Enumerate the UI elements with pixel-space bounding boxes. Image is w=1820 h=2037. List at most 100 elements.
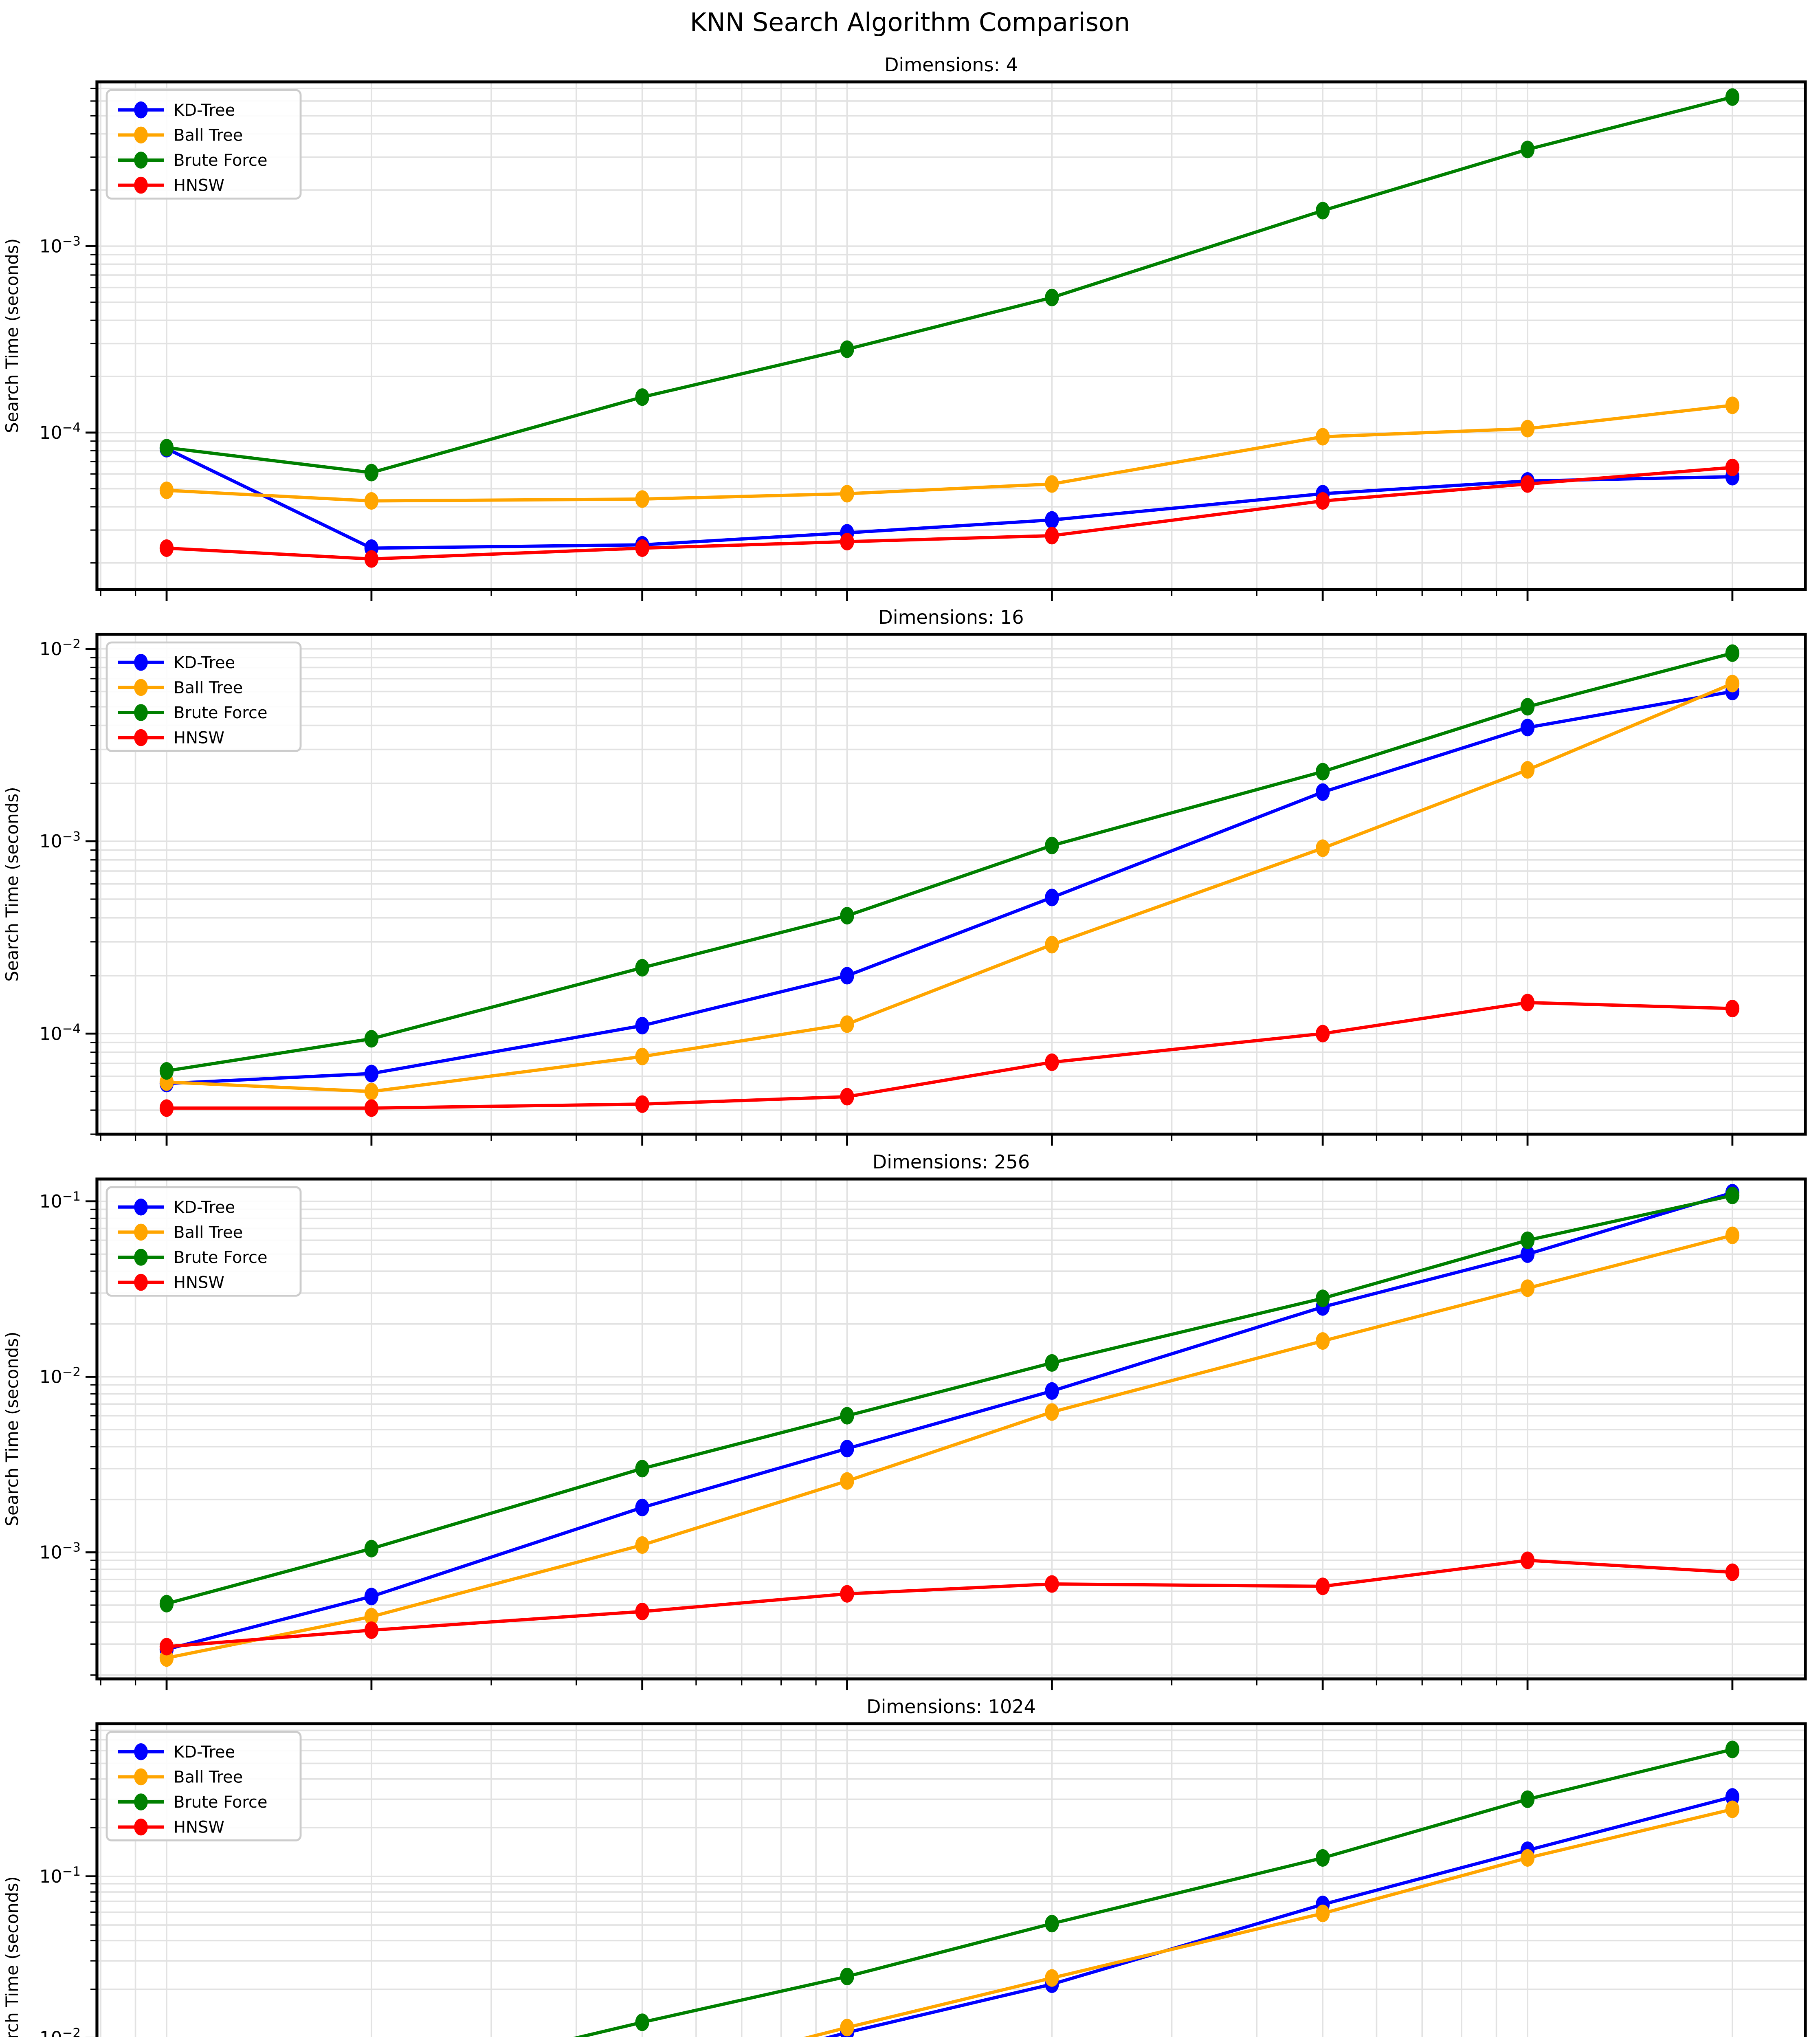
y-tick-label: 10−2 xyxy=(40,637,81,660)
hnsw-marker xyxy=(1045,1053,1059,1071)
brute-force-marker xyxy=(840,1407,854,1425)
ball-tree-marker xyxy=(840,2019,854,2037)
gridlines xyxy=(97,1179,1805,1679)
subplot-panels: 10−3 10−4 Dimensions: 4 Search Time (second… xyxy=(2,54,1807,2037)
ball-tree-marker xyxy=(840,1472,854,1490)
brute-force-marker xyxy=(1045,1354,1059,1372)
ball-tree-marker xyxy=(1045,1403,1059,1421)
ball-tree-marker xyxy=(1520,1849,1535,1867)
hnsw-marker xyxy=(1315,492,1330,510)
y-ticks: 10−1 10−2 10−3 xyxy=(40,1189,97,1676)
brute-force-line xyxy=(573,1748,1733,2037)
legend-label-hnsw: HNSW xyxy=(174,729,224,748)
series-ball-tree xyxy=(159,675,1740,1100)
legend-label-brute-force: Brute Force xyxy=(174,151,267,170)
hnsw-marker xyxy=(1725,458,1740,477)
hnsw-marker xyxy=(1725,1563,1740,1581)
ball-tree-marker xyxy=(1045,475,1059,493)
hnsw-marker xyxy=(1520,1551,1535,1569)
legend-marker-kd-tree xyxy=(134,1743,148,1760)
kd-tree-marker xyxy=(635,1016,649,1035)
kd-tree-marker xyxy=(1045,511,1059,529)
ball-tree-marker xyxy=(1520,420,1535,438)
y-axis-label: Search Time (seconds) xyxy=(2,238,22,433)
hnsw-marker xyxy=(364,1621,379,1639)
ball-tree-marker xyxy=(159,481,174,499)
legend-marker-brute-force xyxy=(134,1249,148,1266)
kd-tree-line xyxy=(824,1795,1733,2037)
y-tick-label: 10−2 xyxy=(40,1365,81,1388)
kd-tree-line xyxy=(166,1191,1733,1651)
legend-marker-kd-tree xyxy=(134,654,148,671)
kd-tree-marker xyxy=(1315,783,1330,801)
brute-force-marker xyxy=(159,439,174,457)
ball-tree-marker xyxy=(840,485,854,503)
series-brute-force xyxy=(159,88,1740,482)
legend-label-kd-tree: KD-Tree xyxy=(174,653,235,672)
series-ball-tree xyxy=(159,396,1740,510)
legend: KD-Tree Ball Tree Brute Force HNSW xyxy=(106,89,302,200)
hnsw-marker xyxy=(1520,994,1535,1012)
legend-marker-brute-force xyxy=(134,704,148,721)
x-ticks xyxy=(100,590,1734,601)
hnsw-marker xyxy=(159,539,174,557)
legend-box xyxy=(106,89,302,200)
ball-tree-marker xyxy=(1725,1800,1740,1818)
hnsw-line xyxy=(167,1001,1733,1110)
brute-force-marker xyxy=(840,907,854,925)
y-tick-label: 10−4 xyxy=(40,420,81,443)
hnsw-marker xyxy=(364,550,379,568)
brute-force-marker xyxy=(159,1062,174,1080)
series-ball-tree xyxy=(803,1800,1740,2037)
hnsw-marker xyxy=(1725,999,1740,1018)
brute-force-marker xyxy=(1725,1740,1740,1758)
legend-label-kd-tree: KD-Tree xyxy=(174,1743,235,1762)
gridlines xyxy=(97,634,1805,1135)
brute-force-marker xyxy=(1725,88,1740,106)
legend-label-kd-tree: KD-Tree xyxy=(174,101,235,120)
legend-marker-hnsw xyxy=(134,1818,148,1836)
y-axis-label: Search Time (seconds) xyxy=(2,1331,22,1526)
panel-dimensions-256: 10−1 10−2 10−3 Dimensions: 256 Search Time (… xyxy=(2,1151,1807,1690)
ball-tree-line xyxy=(166,1234,1733,1660)
legend-box xyxy=(106,1731,302,1841)
y-axis-label: Search Time (seconds) xyxy=(2,1876,22,2037)
brute-force-marker xyxy=(159,1595,174,1612)
kd-tree-marker xyxy=(635,1498,649,1516)
ball-tree-line xyxy=(803,1808,1733,2037)
brute-force-line xyxy=(166,651,1733,1073)
panel-dimensions-16: 10−2 10−3 10−4 Dimensions: 16 Search Time (s… xyxy=(2,606,1807,1146)
brute-force-marker xyxy=(1725,1186,1740,1204)
ball-tree-marker xyxy=(635,490,649,508)
plot-border xyxy=(95,1177,1807,1681)
panel-title: Dimensions: 4 xyxy=(884,54,1018,76)
y-tick-label: 10−3 xyxy=(40,1540,81,1563)
y-ticks: 10−3 10−4 xyxy=(40,88,97,564)
legend-marker-hnsw xyxy=(134,176,148,194)
hnsw-marker xyxy=(1520,475,1535,493)
kd-tree-marker xyxy=(1045,1382,1059,1400)
series-hnsw xyxy=(159,994,1740,1117)
brute-force-marker xyxy=(635,2013,649,2031)
legend-label-ball-tree: Ball Tree xyxy=(174,126,243,145)
panel-title: Dimensions: 256 xyxy=(873,1151,1030,1173)
legend-marker-ball-tree xyxy=(134,679,148,696)
legend-marker-ball-tree xyxy=(134,1223,148,1241)
series-brute-force xyxy=(159,644,1740,1080)
ball-tree-marker xyxy=(1315,839,1330,857)
plot-border xyxy=(95,1722,1807,2037)
kd-tree-marker xyxy=(364,1588,379,1606)
y-axis-label: Search Time (seconds) xyxy=(2,787,22,981)
kd-tree-marker xyxy=(840,967,854,985)
hnsw-marker xyxy=(1045,1575,1059,1593)
ball-tree-marker xyxy=(1725,675,1740,693)
panel-title: Dimensions: 1024 xyxy=(866,1696,1036,1718)
y-tick-label: 10−1 xyxy=(40,1189,81,1212)
legend-marker-ball-tree xyxy=(134,126,148,144)
legend-label-brute-force: Brute Force xyxy=(174,1793,267,1812)
legend-label-ball-tree: Ball Tree xyxy=(174,1223,243,1242)
legend-label-kd-tree: KD-Tree xyxy=(174,1198,235,1217)
hnsw-line xyxy=(166,466,1733,561)
brute-force-marker xyxy=(1725,644,1740,662)
